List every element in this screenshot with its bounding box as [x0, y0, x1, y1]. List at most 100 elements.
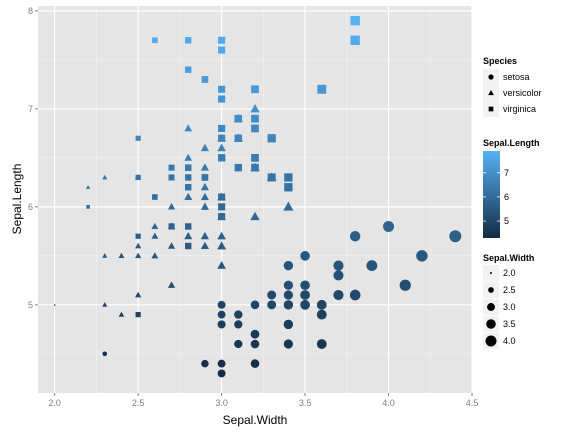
data-point [102, 253, 108, 258]
legend-species-label: versicolor [503, 88, 542, 98]
data-point [218, 193, 226, 201]
data-point [218, 95, 226, 103]
data-point [283, 261, 294, 271]
x-tick-label: 4.5 [466, 398, 479, 408]
data-point [185, 184, 192, 191]
data-point [185, 242, 192, 250]
data-point [135, 174, 141, 181]
data-point [184, 232, 193, 240]
x-axis-title: Sepal.Width [223, 413, 288, 427]
data-point [251, 153, 259, 162]
data-point [185, 223, 192, 230]
data-point [283, 339, 294, 349]
data-point [168, 164, 175, 171]
data-point [350, 15, 360, 26]
data-point [167, 281, 176, 288]
data-point [135, 135, 141, 141]
data-point [316, 299, 327, 310]
y-axis-title: Sepal.Length [10, 164, 24, 235]
data-point [234, 134, 243, 142]
legend-size-label: 3.0 [503, 302, 516, 312]
data-point [251, 85, 259, 94]
data-point [333, 289, 344, 301]
data-point [267, 290, 277, 300]
data-point [217, 231, 226, 240]
data-point [234, 339, 243, 349]
data-point [250, 103, 260, 113]
data-point [399, 279, 411, 291]
legend-triangle-icon [488, 90, 494, 96]
data-point [200, 231, 210, 240]
data-point [317, 84, 327, 94]
data-point [151, 222, 159, 229]
data-point [152, 37, 158, 44]
data-point [118, 311, 125, 317]
data-point [300, 251, 310, 261]
data-point [218, 36, 226, 44]
data-point [167, 203, 176, 210]
data-point [118, 252, 125, 258]
legend-square-icon [488, 106, 494, 112]
data-point [251, 124, 259, 133]
data-point [200, 241, 210, 250]
data-point [217, 143, 226, 152]
data-point [234, 163, 243, 172]
legend-sepal-length-title: Sepal.Length [483, 138, 540, 148]
legend-size-dot [488, 287, 494, 293]
x-tick-label: 2.0 [48, 398, 61, 408]
data-point [102, 302, 108, 307]
data-point [184, 124, 193, 132]
data-point [152, 194, 158, 200]
data-point [234, 310, 243, 319]
legend-species-label: virginica [503, 104, 536, 114]
data-point [218, 203, 226, 211]
series-virginica [86, 15, 360, 318]
data-point [300, 300, 310, 310]
data-point [333, 270, 344, 281]
data-point [283, 319, 294, 330]
series-setosa [102, 220, 462, 378]
data-point [218, 85, 226, 93]
data-point [85, 184, 91, 189]
grid-lines [38, 6, 473, 393]
color-bar-label: 5 [504, 216, 509, 226]
data-point [218, 124, 226, 133]
data-point [316, 339, 327, 349]
data-point [267, 173, 276, 182]
data-point [217, 261, 226, 269]
x-tick-label: 3.0 [215, 398, 228, 408]
data-point [217, 241, 226, 250]
data-point [217, 369, 226, 378]
x-tick-label: 4.0 [382, 398, 395, 408]
data-point [333, 260, 344, 271]
data-point [151, 232, 159, 239]
data-point [218, 46, 226, 54]
data-point [200, 143, 210, 152]
data-point [168, 223, 175, 230]
data-point [135, 242, 142, 249]
data-point [53, 303, 56, 306]
data-point [102, 174, 108, 180]
legend-species-label: setosa [503, 72, 530, 82]
legend-sepal-width: Sepal.Width 2.0 2.5 3.0 3.5 4.0 [483, 253, 534, 349]
data-point [200, 192, 210, 201]
data-point [185, 164, 192, 171]
data-point [283, 280, 294, 290]
x-tick-label: 2.5 [132, 398, 145, 408]
data-point [102, 351, 108, 357]
data-point [184, 192, 193, 200]
data-point [200, 202, 210, 210]
data-point [201, 359, 209, 368]
data-point [250, 211, 260, 221]
data-point [283, 300, 294, 310]
plot-panel [38, 6, 472, 393]
legend-size-label: 4.0 [503, 336, 516, 346]
color-bar-label: 7 [504, 168, 509, 178]
legend-size-dot [487, 303, 495, 311]
data-point [366, 260, 378, 271]
data-point [283, 201, 294, 211]
data-point [284, 173, 293, 182]
data-point [135, 252, 142, 259]
data-point [185, 37, 192, 44]
